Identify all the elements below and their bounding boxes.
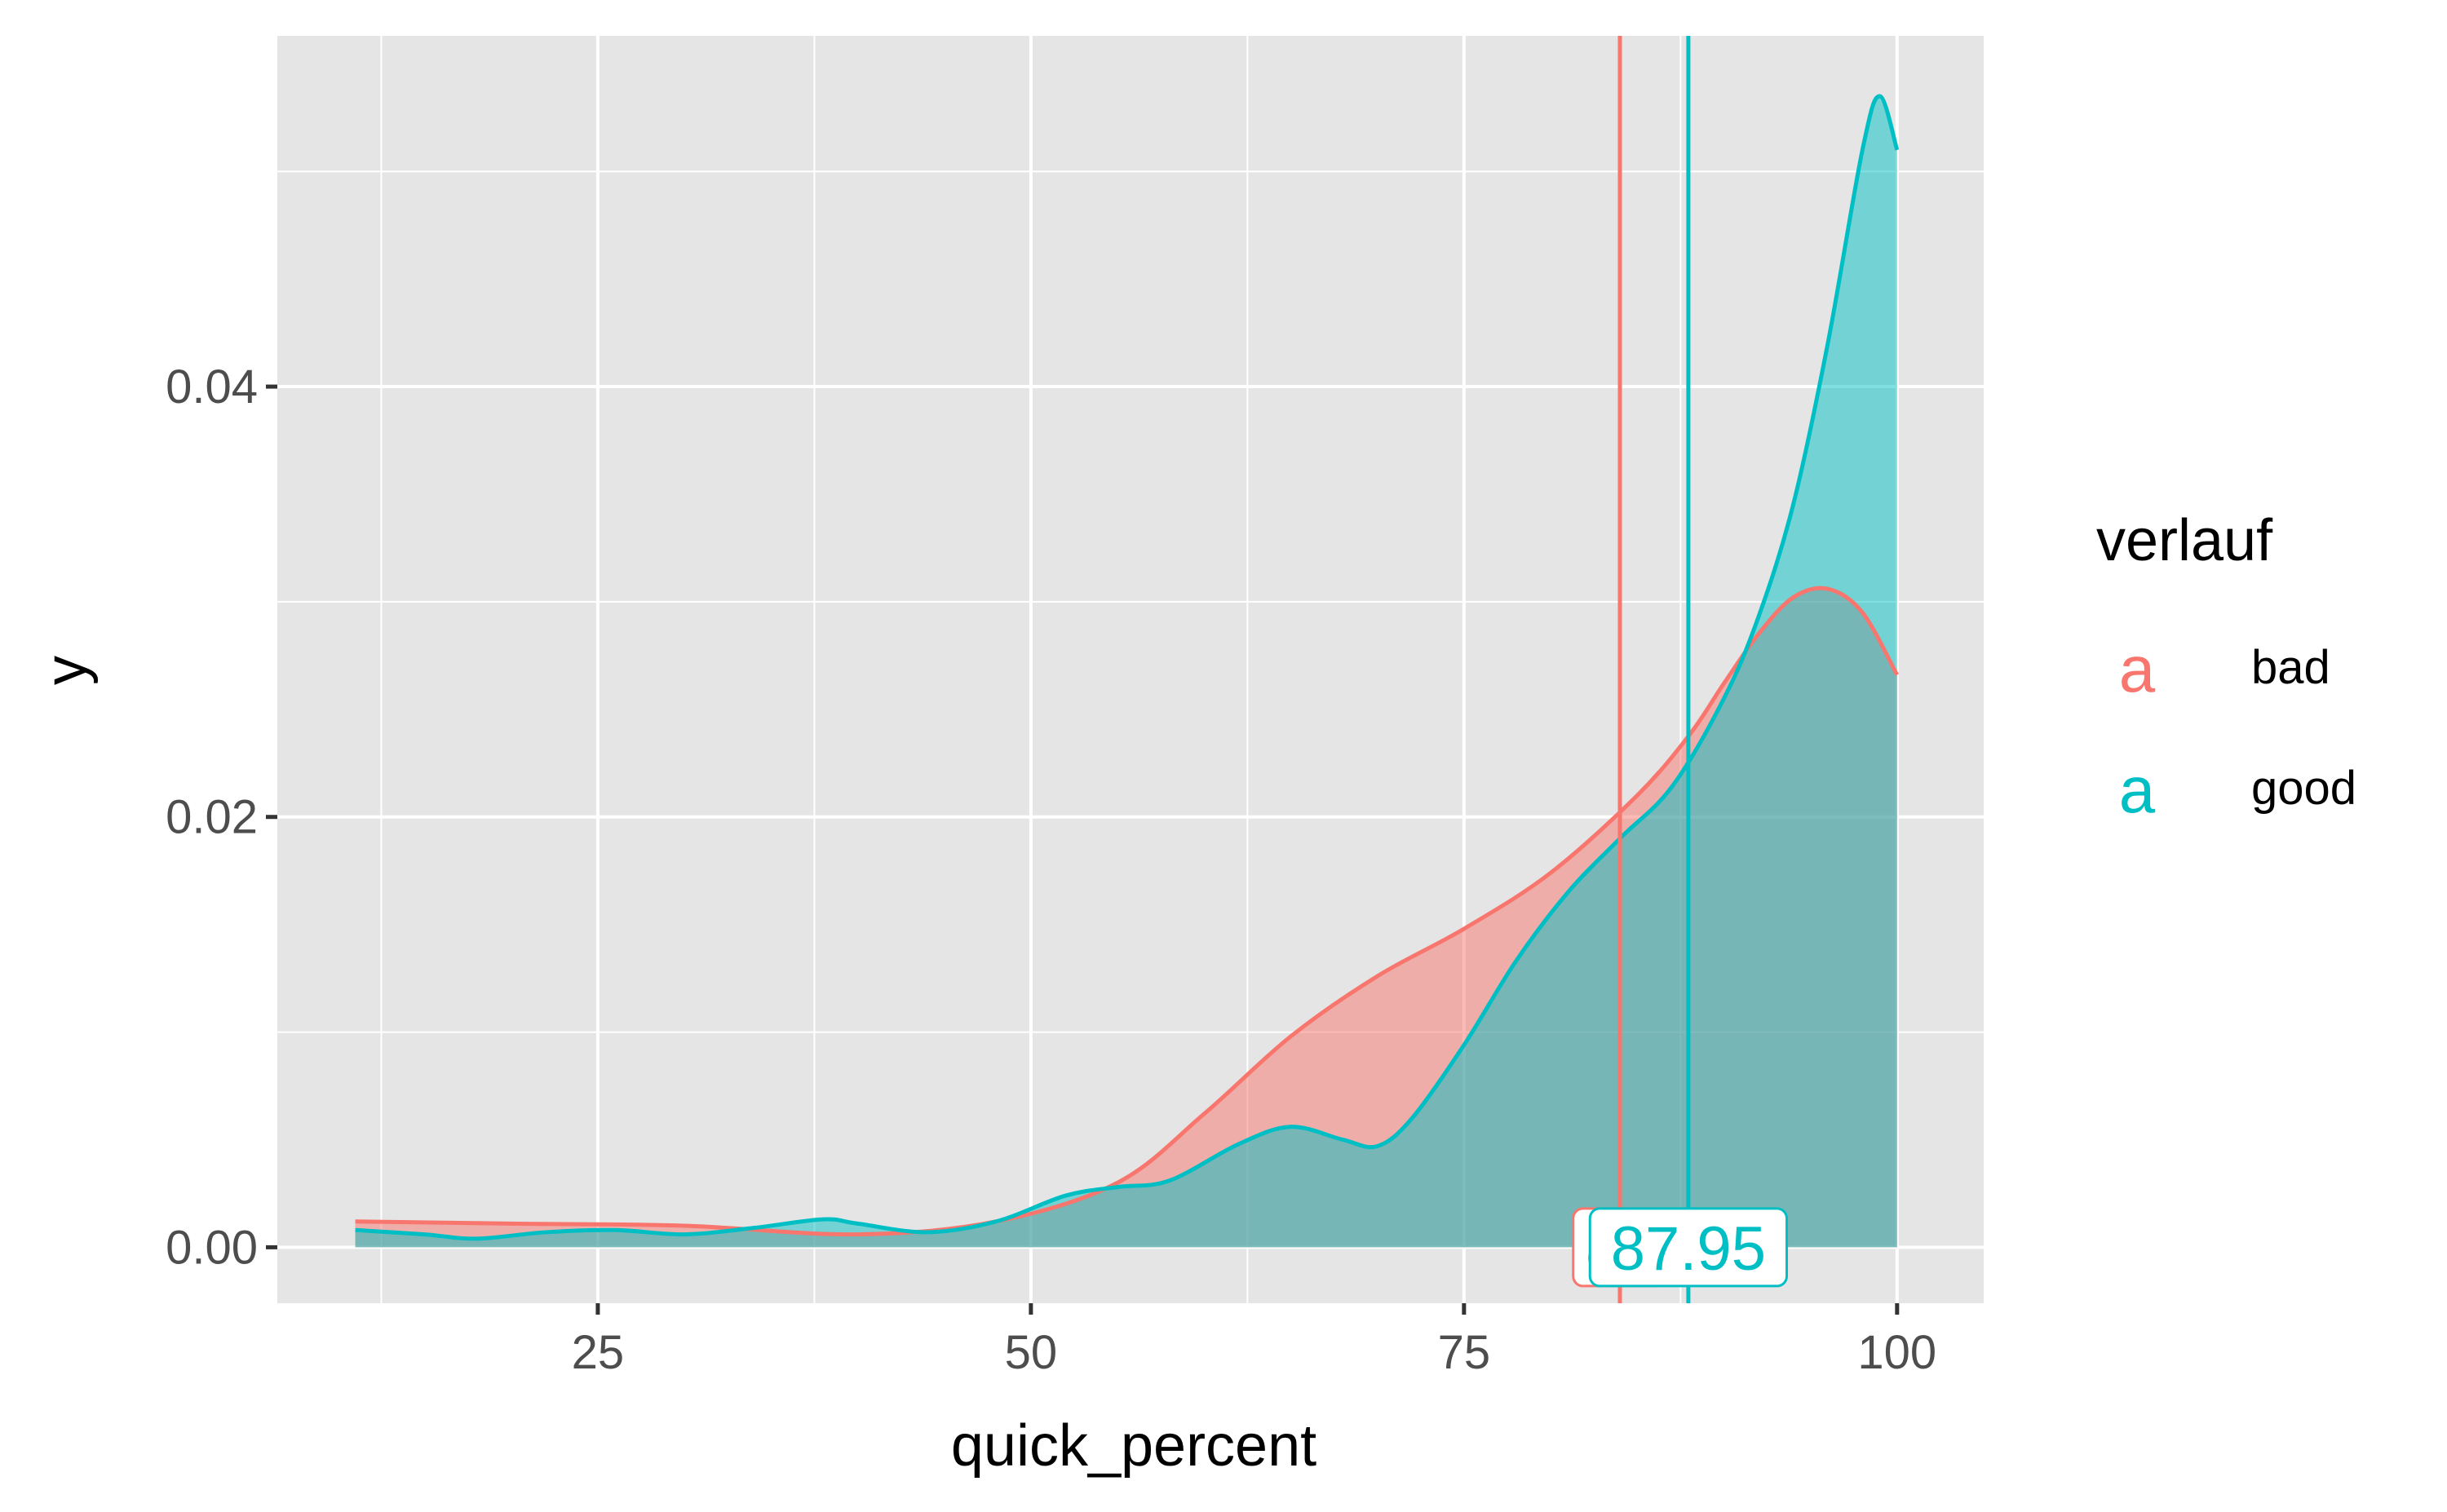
label-box-good <box>1588 1207 1789 1288</box>
mean-lines <box>1617 36 1691 1303</box>
density-line-bad <box>355 586 1899 1237</box>
x-tick-label: 100 <box>1857 1326 1936 1379</box>
y-axis-title: y <box>33 656 99 685</box>
x-axis: 25 50 75 100 <box>572 1303 1936 1379</box>
x-axis-title: quick_percent <box>951 1413 1316 1479</box>
y-tick-label: 0.04 <box>166 360 258 413</box>
legend-label-good: good <box>2251 762 2356 815</box>
label-text-good: 87.95 <box>1611 1214 1766 1284</box>
y-tick-label: 0.00 <box>166 1221 258 1274</box>
legend-label-bad: bad <box>2251 641 2330 694</box>
x-tick-label: 75 <box>1438 1326 1491 1379</box>
x-tick-label: 50 <box>1005 1326 1058 1379</box>
legend: verlauf a bad a good <box>2096 508 2356 826</box>
density-line-good <box>355 94 1900 1241</box>
legend-title: verlauf <box>2096 508 2273 573</box>
density-areas <box>355 95 1897 1248</box>
legend-items: a bad a good <box>2119 633 2356 826</box>
mean-labels: 8487.95 <box>1572 1207 1789 1288</box>
legend-key-good: a <box>2119 754 2156 826</box>
legend-key-bad: a <box>2119 633 2156 705</box>
y-axis: 0.00 0.02 0.04 <box>166 360 277 1274</box>
label-good: 87.95 <box>1588 1207 1789 1288</box>
x-tick-label: 25 <box>572 1326 625 1379</box>
density-area-good <box>355 95 1897 1248</box>
y-tick-label: 0.02 <box>166 791 258 844</box>
density-lines <box>355 94 1900 1241</box>
